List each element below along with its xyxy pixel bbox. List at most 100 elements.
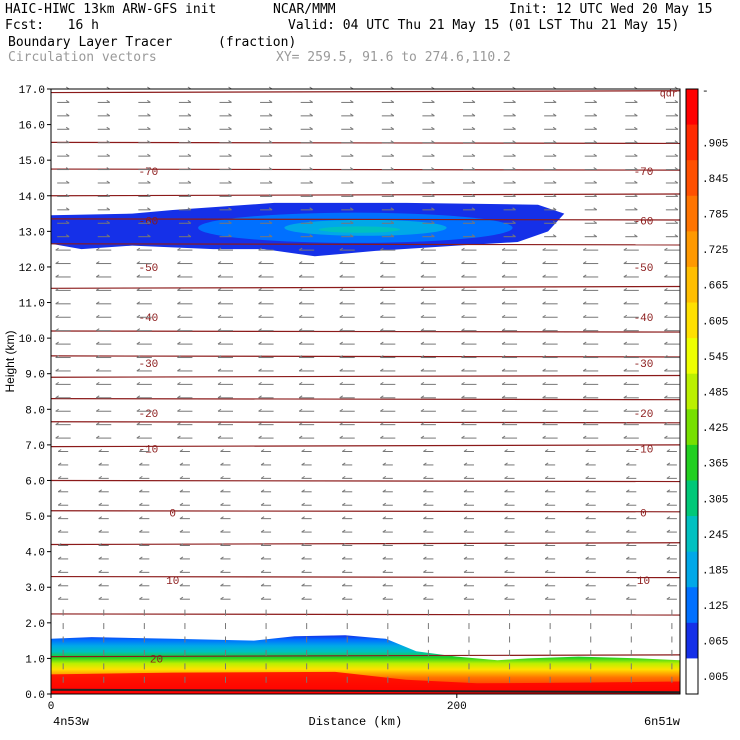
vector-arrowhead xyxy=(512,167,516,170)
vector-arrowhead xyxy=(593,207,597,211)
vector-arrowhead xyxy=(390,220,395,224)
vector-arrowhead xyxy=(309,113,313,117)
vector-arrowhead xyxy=(461,274,465,278)
vector-arrowhead xyxy=(582,328,587,332)
vector-arrowhead xyxy=(664,395,668,399)
vector-arrowhead xyxy=(98,569,103,573)
vector-arrowhead xyxy=(501,408,506,412)
y-tick-label: 6.0 xyxy=(25,476,45,488)
vector-arrowhead xyxy=(106,234,111,238)
vector-arrowhead xyxy=(95,247,100,251)
vector-arrowhead xyxy=(177,408,181,412)
vector-arrowhead xyxy=(544,475,549,479)
vector-arrowhead xyxy=(423,543,427,546)
vector-arrowhead xyxy=(258,274,262,278)
vector-arrowhead xyxy=(55,341,59,345)
vector-arrowhead xyxy=(431,140,435,144)
vector-arrowhead xyxy=(268,220,273,224)
vector-arrowhead xyxy=(136,274,141,278)
org-label: NCAR/MMM xyxy=(273,2,336,17)
vector-arrowhead xyxy=(463,596,468,600)
vector-arrowhead xyxy=(177,274,181,278)
vector-arrowhead xyxy=(187,113,192,117)
vector-arrowhead xyxy=(552,140,557,144)
vector-arrowhead xyxy=(380,395,384,399)
vector-arrowhead xyxy=(179,462,184,466)
vector-arrowhead xyxy=(136,368,141,372)
vector-arrowhead xyxy=(390,126,395,130)
contour-label-left: -10 xyxy=(138,444,158,456)
vector-arrowhead xyxy=(666,596,671,600)
vector-arrowhead xyxy=(504,489,508,493)
temperature-contour xyxy=(50,141,681,145)
vector-arrowhead xyxy=(431,220,435,224)
y-tick-label: 7.0 xyxy=(25,441,45,453)
vector-arrowhead xyxy=(674,153,679,157)
vector-arrowhead xyxy=(585,543,589,546)
vector-arrowhead xyxy=(471,180,476,184)
vector-arrowhead xyxy=(217,408,222,412)
vector-arrowhead xyxy=(501,261,506,264)
vector-arrowhead xyxy=(220,502,224,506)
colorbar-swatch xyxy=(686,587,698,624)
vector-arrowhead xyxy=(95,395,100,399)
vector-arrowhead xyxy=(420,395,425,399)
vector-arrowhead xyxy=(187,126,192,130)
vector-arrowhead xyxy=(626,543,630,546)
vector-arrowhead xyxy=(390,207,395,211)
y-tick-label: 11.0 xyxy=(19,299,45,311)
vector-arrowhead xyxy=(431,100,435,103)
vector-arrowhead xyxy=(501,435,506,439)
vector-arrowhead xyxy=(674,100,679,103)
vector-arrowhead xyxy=(298,247,303,251)
vector-arrowhead xyxy=(542,341,546,345)
vector-arrowhead xyxy=(136,328,141,332)
vector-arrowhead xyxy=(65,167,70,170)
vector-arrowhead xyxy=(95,328,100,332)
vector-arrowhead xyxy=(309,167,313,170)
vector-arrowhead xyxy=(666,489,671,493)
vector-arrowhead xyxy=(217,301,222,305)
vector-arrowhead xyxy=(593,180,597,184)
vector-arrowhead xyxy=(179,583,184,587)
contour-label-left: -60 xyxy=(138,217,158,229)
vector-arrowhead xyxy=(298,314,303,318)
vector-arrowhead xyxy=(626,569,630,573)
y-tick-label: 12.0 xyxy=(19,263,45,275)
vector-arrowhead xyxy=(666,516,671,520)
vector-arrowhead xyxy=(95,435,100,439)
vector-arrowhead xyxy=(463,569,468,573)
vector-arrowhead xyxy=(258,422,262,426)
vector-arrowhead xyxy=(147,140,151,144)
vector-arrowhead xyxy=(187,234,192,238)
vector-arrowhead xyxy=(139,529,143,533)
vector-arrowhead xyxy=(179,569,184,573)
vector-arrowhead xyxy=(674,220,679,224)
vector-arrowhead xyxy=(634,167,638,170)
vector-arrowhead xyxy=(57,449,62,452)
vector-arrowhead xyxy=(380,355,384,358)
vector-arrowhead xyxy=(341,543,346,546)
vector-arrowhead xyxy=(634,140,638,144)
vector-arrowhead xyxy=(585,489,589,493)
y-tick-label: 13.0 xyxy=(19,227,45,239)
vector-arrowhead xyxy=(666,556,671,560)
vector-arrowhead xyxy=(349,207,354,211)
vector-arrowhead xyxy=(471,153,476,157)
vector-arrowhead xyxy=(634,234,638,238)
temperature-contour xyxy=(50,510,681,513)
vector-arrowhead xyxy=(664,381,668,385)
colorbar-label: .005 xyxy=(702,672,728,684)
vector-arrowhead xyxy=(258,435,262,439)
vector-arrowhead xyxy=(501,314,506,318)
vector-arrowhead xyxy=(57,556,62,560)
vector-arrowhead xyxy=(542,274,546,278)
vector-arrowhead xyxy=(623,395,628,399)
vector-arrowhead xyxy=(544,556,549,560)
vector-arrowhead xyxy=(139,516,143,520)
vector-arrowhead xyxy=(461,328,465,332)
vector-arrowhead xyxy=(542,381,546,385)
vector-arrowhead xyxy=(136,355,141,358)
vector-arrowhead xyxy=(431,167,435,170)
vector-arrowhead xyxy=(504,449,508,452)
